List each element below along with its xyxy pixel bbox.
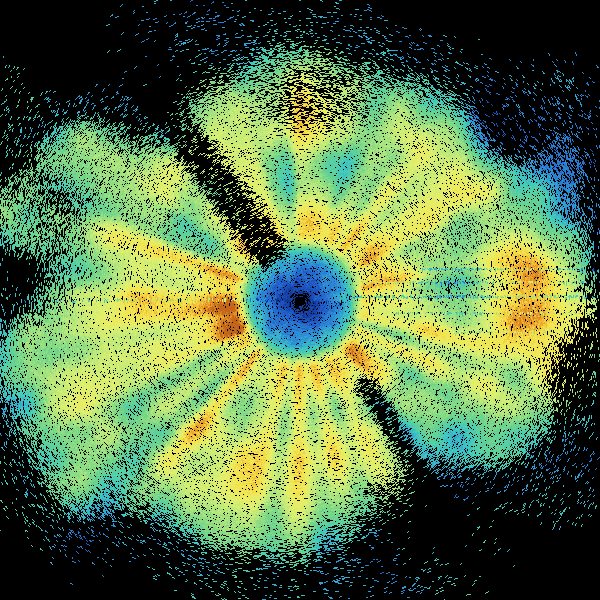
density-map-canvas xyxy=(0,0,600,600)
astro-density-map xyxy=(0,0,600,600)
